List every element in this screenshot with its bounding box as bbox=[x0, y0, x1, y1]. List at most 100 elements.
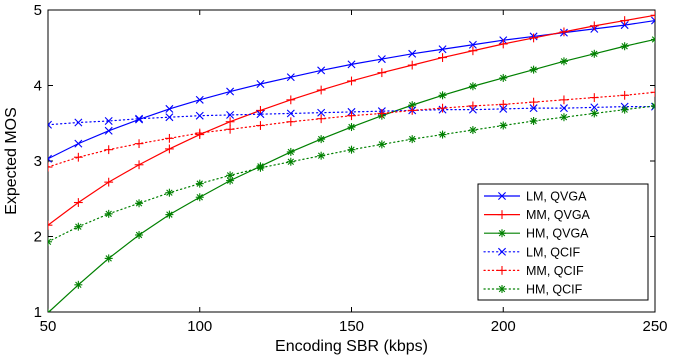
legend-marker bbox=[497, 266, 507, 275]
data-point bbox=[286, 117, 296, 127]
data-point bbox=[48, 154, 52, 163]
legend-label: LM, QCIF bbox=[526, 245, 581, 259]
data-point bbox=[286, 109, 295, 118]
legend-marker bbox=[498, 285, 506, 293]
data-point bbox=[407, 106, 417, 115]
data-point bbox=[74, 280, 83, 289]
legend: LM, QVGA MM, QVGA HM, QVGA LM, QCIF MM, QCIF… bbox=[477, 183, 649, 301]
data-point bbox=[195, 111, 204, 120]
data-point bbox=[74, 118, 83, 127]
data-point bbox=[256, 121, 265, 130]
data-point bbox=[74, 139, 83, 148]
data-point bbox=[195, 128, 205, 138]
data-point bbox=[226, 110, 235, 119]
data-point bbox=[620, 16, 630, 25]
data-point bbox=[135, 230, 144, 239]
data-point bbox=[529, 116, 538, 125]
data-point bbox=[559, 95, 569, 105]
data-point bbox=[651, 35, 655, 44]
data-point bbox=[48, 308, 52, 312]
legend-item: LM, QCIF bbox=[483, 245, 581, 259]
data-point bbox=[48, 162, 53, 172]
data-point bbox=[438, 130, 447, 139]
data-point bbox=[165, 210, 174, 219]
data-point bbox=[104, 209, 113, 218]
data-point bbox=[195, 193, 204, 202]
x-tick-label: 100 bbox=[187, 318, 212, 335]
y-tick-label: 5 bbox=[34, 2, 42, 19]
data-point bbox=[589, 21, 599, 31]
y-axis-label: Expected MOS bbox=[3, 107, 20, 215]
legend-marker bbox=[498, 192, 506, 200]
x-tick-label: 250 bbox=[642, 318, 667, 335]
data-point bbox=[74, 222, 83, 231]
data-point bbox=[165, 133, 174, 143]
legend-item: HM, QCIF bbox=[483, 283, 583, 297]
data-point bbox=[165, 144, 174, 154]
data-point bbox=[134, 160, 144, 170]
data-point bbox=[347, 145, 356, 154]
data-point bbox=[225, 124, 235, 134]
data-point bbox=[590, 49, 599, 58]
data-point bbox=[347, 111, 356, 121]
data-point bbox=[135, 199, 144, 208]
data-point bbox=[499, 73, 508, 82]
data-point bbox=[377, 68, 387, 78]
data-point bbox=[529, 33, 538, 43]
legend-item: LM, QVGA bbox=[484, 190, 587, 204]
data-point bbox=[73, 152, 83, 162]
data-point bbox=[651, 101, 655, 110]
data-point bbox=[468, 82, 477, 91]
data-point bbox=[589, 93, 599, 102]
legend-marker bbox=[498, 247, 506, 256]
data-point bbox=[165, 113, 174, 122]
data-point bbox=[468, 46, 478, 56]
data-point bbox=[48, 220, 53, 230]
data-point bbox=[165, 188, 174, 197]
data-point bbox=[104, 177, 114, 187]
data-point bbox=[73, 198, 83, 207]
legend-item: MM, QVGA bbox=[484, 208, 591, 222]
data-point bbox=[438, 53, 447, 62]
data-point bbox=[104, 116, 113, 125]
y-tick-label: 1 bbox=[34, 304, 42, 321]
data-point bbox=[559, 113, 568, 122]
data-point bbox=[317, 108, 326, 117]
x-axis-label: Encoding SBR (kbps) bbox=[275, 338, 428, 355]
legend-label: MM, QVGA bbox=[526, 208, 591, 222]
legend-marker bbox=[498, 229, 506, 238]
data-point bbox=[256, 106, 265, 115]
x-tick-label: 200 bbox=[491, 318, 516, 335]
series-5 bbox=[48, 87, 655, 172]
data-point bbox=[195, 95, 204, 104]
data-point bbox=[408, 135, 417, 144]
data-point bbox=[347, 123, 356, 132]
data-point bbox=[104, 254, 113, 263]
data-point bbox=[438, 103, 447, 113]
data-point bbox=[256, 110, 265, 119]
data-point bbox=[468, 101, 478, 111]
data-point bbox=[104, 145, 114, 155]
data-point bbox=[225, 117, 235, 127]
legend-label: HM, QVGA bbox=[526, 227, 589, 241]
y-tick-label: 4 bbox=[34, 78, 42, 95]
data-point bbox=[377, 55, 386, 64]
data-point bbox=[468, 40, 477, 49]
data-point bbox=[226, 171, 235, 180]
data-point bbox=[286, 73, 295, 82]
y-tick-label: 3 bbox=[34, 153, 42, 170]
data-point bbox=[317, 66, 326, 75]
data-point bbox=[407, 60, 417, 70]
series-6 bbox=[48, 101, 655, 246]
data-point bbox=[559, 104, 568, 113]
data-point bbox=[256, 163, 265, 172]
data-point bbox=[620, 105, 629, 114]
data-point bbox=[377, 140, 386, 149]
data-point bbox=[347, 76, 356, 86]
data-point bbox=[377, 109, 387, 118]
data-point bbox=[317, 151, 326, 160]
x-tick-label: 150 bbox=[339, 318, 364, 335]
data-point bbox=[620, 90, 630, 100]
data-point bbox=[347, 60, 356, 69]
data-point bbox=[256, 80, 265, 88]
